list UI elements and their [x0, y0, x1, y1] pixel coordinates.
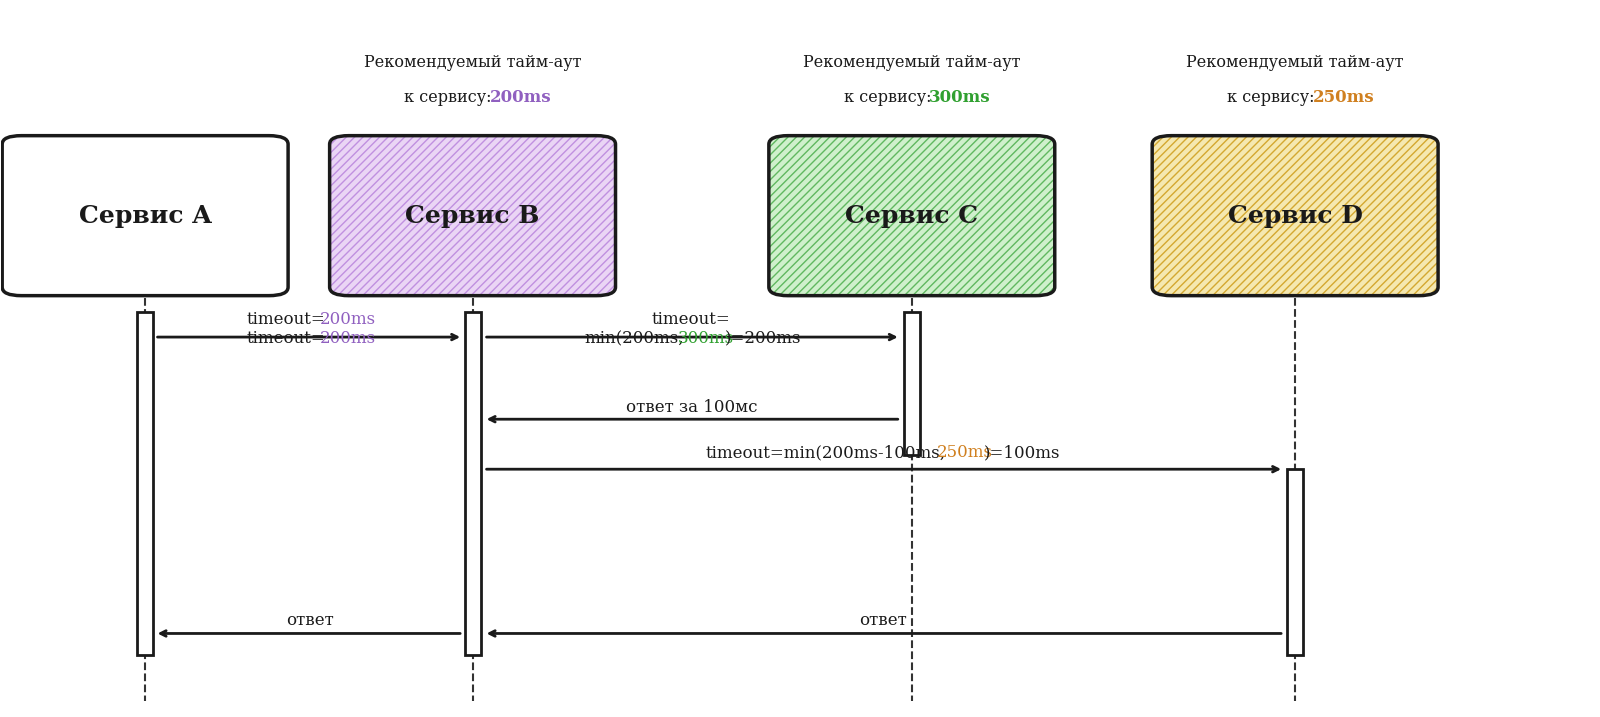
- FancyBboxPatch shape: [330, 136, 616, 295]
- Text: timeout=: timeout=: [653, 310, 731, 328]
- Text: Рекомендуемый тайм-аут: Рекомендуемый тайм-аут: [803, 54, 1021, 70]
- FancyBboxPatch shape: [1152, 136, 1438, 295]
- FancyBboxPatch shape: [2, 136, 288, 295]
- Text: timeout=min(200ms-100ms,: timeout=min(200ms-100ms,: [706, 445, 946, 461]
- Text: к сервису:: к сервису:: [405, 90, 498, 106]
- Text: )=200ms: )=200ms: [725, 330, 802, 347]
- Text: Рекомендуемый тайм-аут: Рекомендуемый тайм-аут: [363, 54, 581, 70]
- Text: 300ms: 300ms: [930, 90, 990, 106]
- Text: ответ за 100мс: ответ за 100мс: [626, 399, 757, 416]
- Text: 300ms: 300ms: [678, 330, 734, 347]
- FancyBboxPatch shape: [770, 136, 1054, 295]
- Text: Рекомендуемый тайм-аут: Рекомендуемый тайм-аут: [1186, 54, 1403, 70]
- Bar: [904, 312, 920, 455]
- Text: 200ms: 200ms: [490, 90, 552, 106]
- Text: Сервис C: Сервис C: [845, 204, 978, 228]
- Text: 200ms: 200ms: [320, 330, 376, 347]
- Text: к сервису:: к сервису:: [1227, 90, 1320, 106]
- Text: timeout=: timeout=: [246, 310, 325, 328]
- Text: )=100ms: )=100ms: [984, 445, 1061, 461]
- Text: Сервис B: Сервис B: [405, 204, 539, 228]
- Text: ответ: ответ: [286, 612, 333, 629]
- Bar: [138, 312, 154, 655]
- Text: к сервису:: к сервису:: [843, 90, 936, 106]
- Text: ответ: ответ: [859, 612, 907, 629]
- Text: min(200ms,: min(200ms,: [584, 330, 683, 347]
- Bar: [464, 312, 480, 655]
- Text: 200ms: 200ms: [320, 310, 376, 328]
- Text: Сервис D: Сервис D: [1227, 204, 1363, 228]
- Text: 250ms: 250ms: [936, 445, 992, 461]
- Bar: [1286, 469, 1302, 655]
- Text: Сервис A: Сервис A: [78, 204, 211, 228]
- Text: timeout=: timeout=: [246, 330, 325, 347]
- Text: 250ms: 250ms: [1312, 90, 1374, 106]
